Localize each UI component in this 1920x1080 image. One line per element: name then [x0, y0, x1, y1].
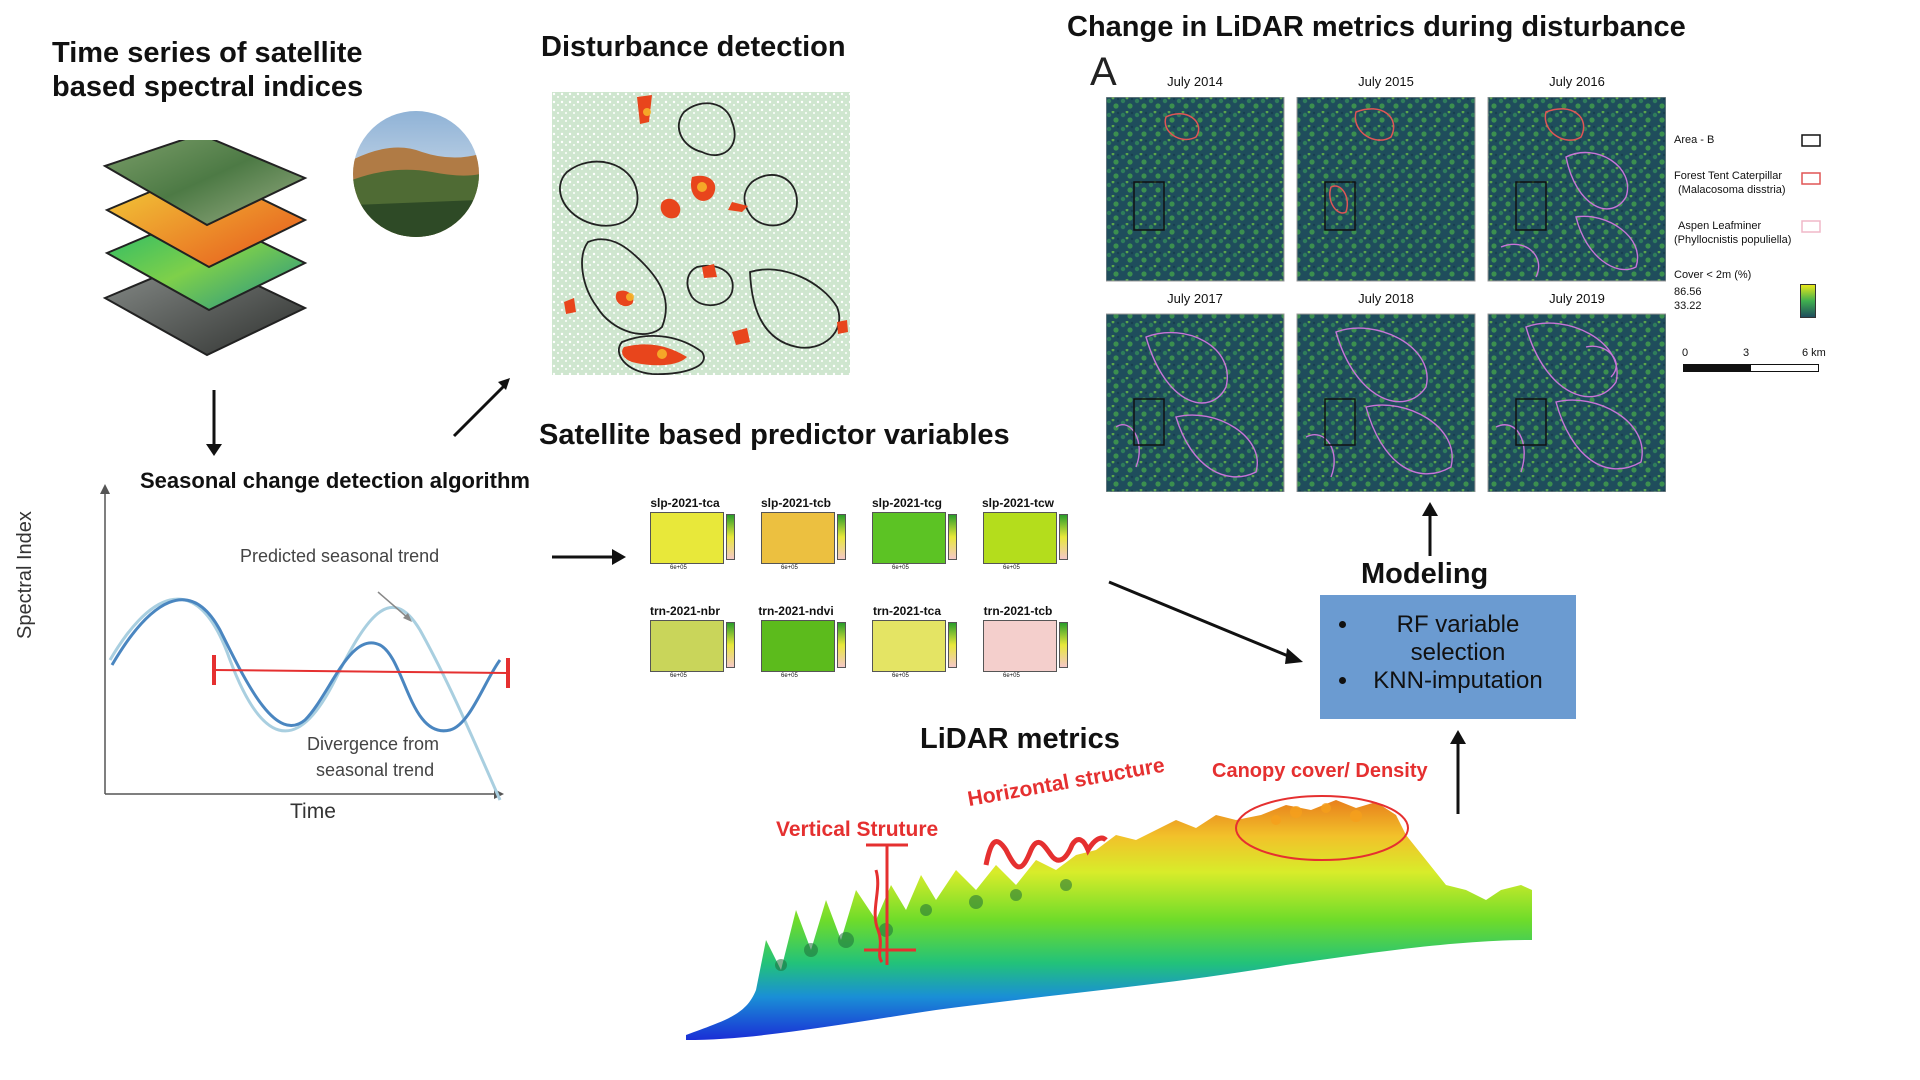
seasonal-chart	[100, 484, 510, 801]
arrow-lidar-to-modeling	[1450, 730, 1466, 814]
predictor-tick-5: 6e+05	[670, 673, 687, 679]
year-label-2014: July 2014	[1167, 74, 1223, 89]
layer-satellite-image	[102, 140, 308, 227]
vertical-structure-marker	[864, 843, 916, 965]
legend-area: Area - B	[1674, 134, 1715, 146]
annotation-divergence-1: Divergence from	[307, 734, 440, 754]
modeling-item-rf: RF variable selection	[1360, 611, 1556, 667]
label-canopy-cover: Canopy cover/ Density	[1212, 760, 1428, 782]
scale-bar	[1683, 364, 1819, 372]
scale-3: 3	[1743, 347, 1750, 359]
scale-6km: 6 km	[1802, 347, 1826, 359]
lidar-panels	[1106, 97, 1666, 492]
chart-xlabel: Time	[290, 800, 336, 823]
predictor-colorbar-5	[726, 622, 735, 668]
arrow-predictors-to-modeling	[1108, 580, 1303, 664]
predictor-tick-6: 6e+05	[781, 673, 798, 679]
disturbance-map	[552, 92, 850, 375]
predictor-colorbar-8	[1059, 622, 1068, 668]
predictor-label-2: slp-2021-tcb	[760, 496, 832, 510]
legend-color-ramp	[1800, 284, 1816, 318]
title-modeling: Modeling	[1361, 558, 1489, 590]
predictor-map-2	[761, 512, 835, 564]
predictor-map-4	[983, 512, 1057, 564]
panel-july-2018	[1296, 313, 1476, 492]
series-predicted-trend	[108, 597, 502, 801]
predictor-map-7	[872, 620, 946, 672]
horizontal-structure-squiggle	[983, 835, 1108, 870]
predictor-colorbar-1	[726, 514, 735, 560]
legend-ftc-2: (Malacosoma disstria)	[1678, 184, 1786, 196]
modeling-list: RF variable selection KNN-imputation	[1320, 595, 1576, 695]
panel-july-2016	[1487, 97, 1666, 282]
year-label-2015: July 2015	[1358, 74, 1414, 89]
panel-july-2014	[1106, 97, 1285, 282]
predictor-grid: slp-2021-tca slp-2021-tcb slp-2021-tcg s…	[630, 492, 1100, 682]
threshold-line	[213, 669, 509, 674]
predictor-tick-8: 6e+05	[1003, 673, 1020, 679]
predictor-map-6	[761, 620, 835, 672]
predictor-colorbar-2	[837, 514, 846, 560]
legend-alm-2: (Phyllocnistis populiella)	[1674, 234, 1792, 246]
chart-ylabel: Spectral Index	[14, 511, 36, 639]
year-label-2018: July 2018	[1358, 291, 1414, 306]
lidar-point-cloud	[686, 795, 1532, 1040]
predictor-tick-1: 6e+05	[670, 565, 687, 571]
satellite-layer-stack	[102, 140, 308, 357]
year-label-2016: July 2016	[1549, 74, 1605, 89]
canopy-ellipse	[1235, 795, 1409, 861]
panel-july-2015	[1296, 97, 1476, 282]
predictor-tick-3: 6e+05	[892, 565, 909, 571]
predictor-tick-7: 6e+05	[892, 673, 909, 679]
predictor-colorbar-3	[948, 514, 957, 560]
forest-photo	[353, 111, 479, 237]
legend-cover-min: 33.22	[1674, 300, 1702, 312]
predictor-map-1	[650, 512, 724, 564]
title-disturbance: Disturbance detection	[541, 31, 846, 63]
annotation-pointer	[377, 591, 409, 619]
scale-0: 0	[1682, 347, 1689, 359]
panel-july-2017	[1106, 313, 1285, 492]
title-lidar: LiDAR metrics	[920, 723, 1120, 755]
predictor-tick-4: 6e+05	[1003, 565, 1020, 571]
predictor-colorbar-4	[1059, 514, 1068, 560]
modeling-item-knn: KNN-imputation	[1360, 667, 1556, 695]
label-vertical-structure: Vertical Struture	[776, 818, 939, 841]
arrow-to-disturbance	[452, 378, 510, 438]
series-observed	[110, 598, 502, 733]
panel-letter: A	[1090, 50, 1117, 94]
predictor-label-8: trn-2021-tcb	[983, 604, 1053, 618]
predictor-colorbar-7	[948, 622, 957, 668]
annotation-divergence-2: seasonal trend	[316, 760, 435, 780]
predictor-map-3	[872, 512, 946, 564]
predictor-map-8	[983, 620, 1057, 672]
predictor-label-1: slp-2021-tca	[650, 496, 720, 510]
predictor-colorbar-6	[837, 622, 846, 668]
title-change-lidar: Change in LiDAR metrics during disturban…	[1067, 11, 1686, 43]
predictor-tick-2: 6e+05	[781, 565, 798, 571]
arrow-modeling-to-panels	[1422, 502, 1438, 556]
predictor-label-5: trn-2021-nbr	[649, 604, 720, 618]
legend-cover-title: Cover < 2m (%)	[1674, 269, 1752, 281]
legend-ftc-1: Forest Tent Caterpillar	[1674, 170, 1783, 182]
annotation-trend: Predicted seasonal trend	[240, 546, 440, 566]
predictor-label-7: trn-2021-tca	[872, 604, 942, 618]
modeling-box: RF variable selection KNN-imputation	[1320, 595, 1576, 719]
predictor-label-4: slp-2021-tcw	[981, 496, 1055, 510]
title-time-series: Time series of satellite based spectral …	[52, 37, 364, 103]
title-predictors: Satellite based predictor variables	[539, 419, 1010, 451]
predictor-map-5	[650, 620, 724, 672]
legend-swatches	[1801, 134, 1821, 233]
predictor-label-3: slp-2021-tcg	[871, 496, 943, 510]
arrow-stack-to-algorithm	[206, 390, 222, 456]
panel-july-2019	[1487, 313, 1666, 492]
predictor-label-6: trn-2021-ndvi	[758, 604, 834, 618]
title-seasonal: Seasonal change detection algorithm	[140, 468, 530, 493]
legend-cover-max: 86.56	[1674, 286, 1702, 298]
year-label-2019: July 2019	[1549, 291, 1605, 306]
arrow-to-predictors	[552, 549, 626, 565]
year-label-2017: July 2017	[1167, 291, 1223, 306]
legend-alm-1: Aspen Leafminer	[1678, 220, 1762, 232]
